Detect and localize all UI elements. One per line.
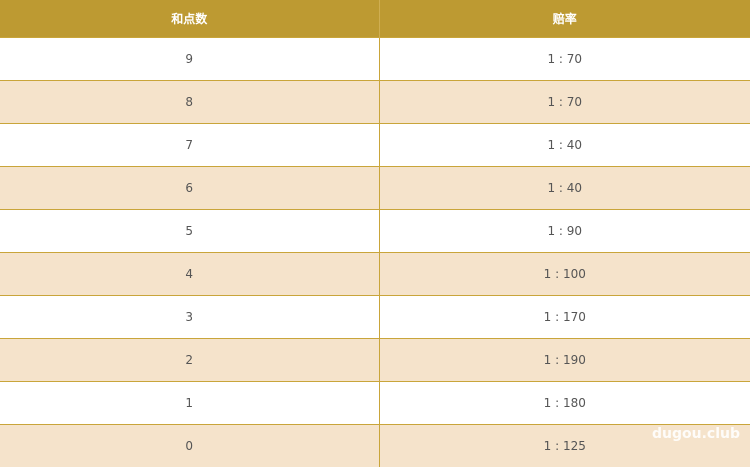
header-sum: 和点数 — [0, 0, 379, 38]
sum-cell: 5 — [0, 210, 379, 253]
odds-cell: 1 : 90 — [379, 210, 750, 253]
sum-cell: 1 — [0, 382, 379, 425]
header-row: 和点数 赔率 — [0, 0, 750, 38]
sum-cell: 8 — [0, 81, 379, 124]
odds-cell: 1 : 40 — [379, 124, 750, 167]
sum-cell: 3 — [0, 296, 379, 339]
sum-cell: 6 — [0, 167, 379, 210]
watermark: dugou.club — [652, 426, 740, 442]
sum-cell: 0 — [0, 425, 379, 467]
odds-cell: 1 : 40 — [379, 167, 750, 210]
odds-cell: 1 : 70 — [379, 38, 750, 81]
odds-cell: 1 : 100 — [379, 253, 750, 296]
sum-cell: 4 — [0, 253, 379, 296]
sum-cell: 2 — [0, 339, 379, 382]
odds-cell: 1 : 190 — [379, 339, 750, 382]
sum-cell: 9 — [0, 38, 379, 81]
header-odds: 赔率 — [379, 0, 750, 38]
odds-cell: 1 : 70 — [379, 81, 750, 124]
odds-cell: 1 : 180 — [379, 382, 750, 425]
odds-cell: 1 : 170 — [379, 296, 750, 339]
sum-cell: 7 — [0, 124, 379, 167]
